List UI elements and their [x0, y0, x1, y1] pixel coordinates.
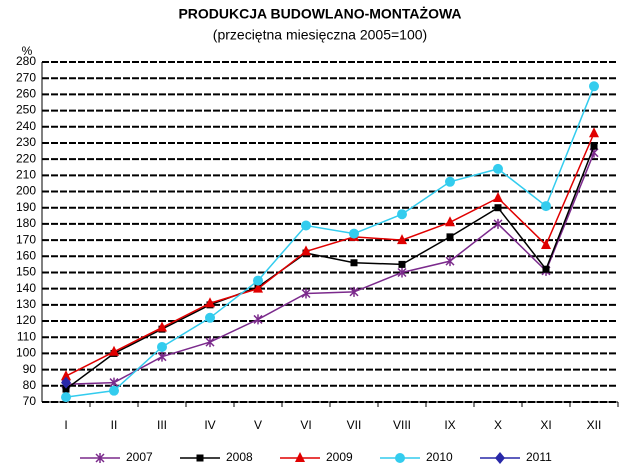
x-tick-label: IX [444, 418, 455, 432]
legend-label: 2007 [126, 450, 153, 464]
data-point [397, 234, 407, 245]
data-point [61, 392, 71, 403]
data-point [590, 142, 598, 150]
x-tick-label: VIII [393, 418, 411, 432]
chart-title: PRODUKCJA BUDOWLANO-MONTAŻOWA [178, 6, 461, 22]
y-tick-label: 280 [16, 54, 36, 68]
data-point [350, 259, 358, 267]
data-point [494, 204, 502, 212]
y-tick-label: 190 [16, 200, 36, 214]
data-point [157, 341, 167, 352]
data-point [493, 218, 503, 229]
data-point [397, 267, 407, 278]
data-point [349, 228, 359, 239]
data-point [253, 282, 263, 293]
data-point [349, 286, 359, 297]
data-point [61, 370, 71, 381]
data-point [205, 312, 215, 323]
y-tick-label: 110 [17, 329, 36, 343]
y-tick-label: 260 [16, 87, 36, 101]
x-tick-label: III [157, 418, 167, 432]
data-point [253, 314, 263, 325]
y-tick-label: 240 [16, 119, 36, 133]
x-tick-label: I [64, 418, 67, 432]
data-point [589, 81, 599, 92]
legend-label: 2009 [326, 450, 353, 464]
series-line [65, 86, 595, 398]
data-point [493, 192, 503, 202]
data-point [109, 345, 119, 356]
legend-marker [95, 453, 105, 463]
data-point [109, 385, 119, 396]
data-point [61, 376, 71, 389]
series-line [65, 152, 595, 385]
data-point [157, 351, 167, 362]
x-tick-label: X [494, 418, 502, 432]
legend-marker [395, 453, 405, 463]
data-point [493, 163, 503, 174]
y-tick-label: 210 [16, 168, 36, 182]
data-point [301, 220, 311, 231]
x-tick-label: VI [300, 418, 311, 432]
y-tick-label: 230 [16, 135, 36, 149]
y-tick-label: 70 [23, 394, 37, 408]
data-point [542, 265, 550, 273]
x-tick-label: V [254, 418, 262, 432]
data-point [445, 256, 455, 267]
data-point [397, 209, 407, 220]
y-tick-label: 120 [16, 313, 36, 327]
legend-label: 2010 [426, 450, 453, 464]
data-point [541, 238, 551, 249]
y-tick-label: 250 [16, 103, 36, 117]
y-tick-label: 220 [16, 151, 36, 165]
legend-label: 2008 [226, 450, 253, 464]
legend-marker [495, 452, 505, 464]
y-tick-label: 180 [16, 216, 36, 230]
y-tick-label: 270 [16, 70, 36, 84]
legend-marker [295, 452, 305, 462]
y-tick-label: 90 [23, 362, 37, 376]
data-point [62, 385, 70, 393]
y-tick-label: 130 [16, 297, 36, 311]
legend-marker [196, 454, 204, 462]
x-tick-label: IV [204, 418, 215, 432]
y-tick-label: 200 [16, 184, 36, 198]
series-line [65, 145, 595, 390]
data-point [445, 176, 455, 187]
data-point [589, 127, 599, 138]
chart-subtitle: (przeciętna miesięczna 2005=100) [213, 27, 427, 43]
y-tick-label: 160 [16, 248, 36, 262]
x-tick-label: II [111, 418, 118, 432]
data-point [301, 288, 311, 299]
data-point [205, 297, 215, 308]
x-tick-label: XI [540, 418, 551, 432]
y-tick-label: 80 [23, 378, 37, 392]
data-point [253, 275, 263, 286]
series-line [65, 132, 595, 377]
y-tick-label: 140 [16, 281, 36, 295]
x-tick-label: VII [347, 418, 362, 432]
x-tick-label: XII [587, 418, 602, 432]
data-point [205, 337, 215, 348]
legend-label: 2011 [526, 450, 552, 464]
data-point [541, 201, 551, 212]
y-tick-label: 150 [16, 265, 36, 279]
y-axis-label: % [22, 44, 33, 58]
data-point [398, 260, 406, 268]
y-tick-label: 170 [16, 232, 36, 246]
data-point [301, 245, 311, 256]
data-point [157, 321, 167, 332]
y-tick-label: 100 [16, 346, 36, 360]
data-point [445, 216, 455, 227]
data-point [446, 233, 454, 241]
